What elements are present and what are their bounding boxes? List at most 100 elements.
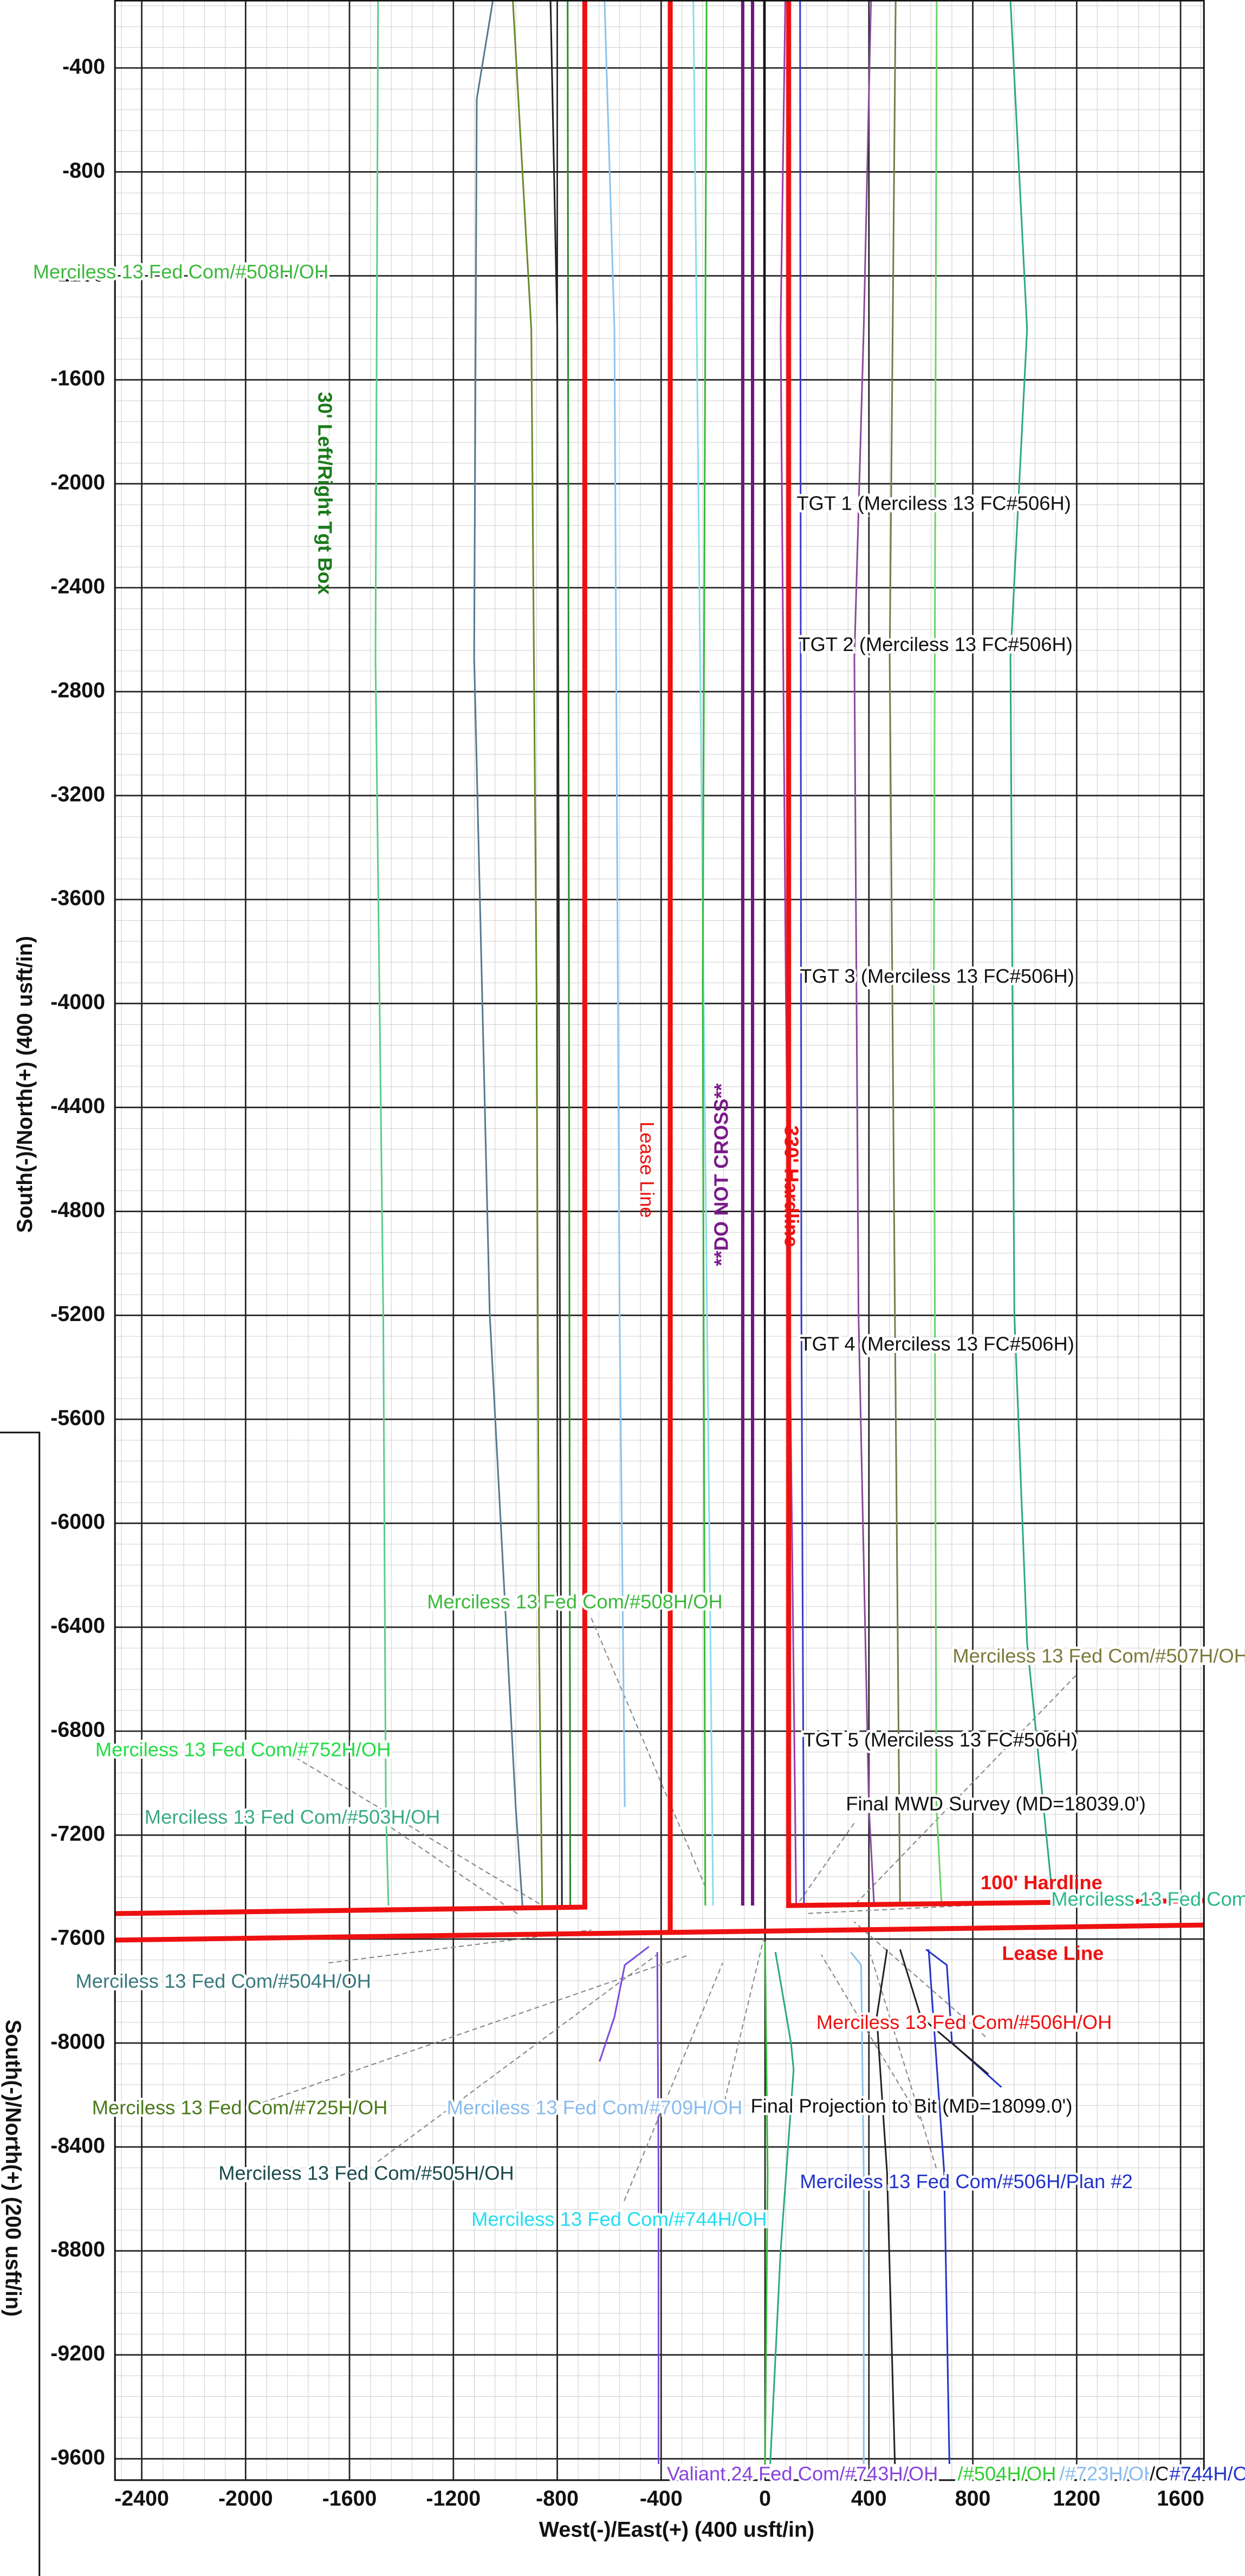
well-path — [876, 1949, 896, 2464]
legend-box — [0, 1432, 41, 2576]
plot-frame — [114, 0, 1205, 2481]
annotation: /#504H/OH — [957, 2463, 1056, 2485]
y-tick-label: -6800 — [50, 1718, 105, 1742]
annotation: Merciless 13 Fed Com/#508H/OH — [33, 261, 329, 283]
y-tick-label: -9600 — [50, 2445, 105, 2469]
annotation: TGT 4 (Merciless 13 FC#506H) — [800, 1333, 1074, 1355]
y-tick-label: -2000 — [50, 471, 105, 495]
y-tick-label: -9200 — [50, 2341, 105, 2365]
well-path — [115, 1, 587, 1916]
annotation: TGT 5 (Merciless 13 FC#506H) — [803, 1728, 1077, 1751]
leader-line — [722, 1938, 764, 2110]
annotation: **DO NOT CROSS** — [710, 1083, 732, 1266]
well-path — [764, 1941, 769, 2464]
x-tick-label: 0 — [759, 2487, 771, 2510]
well-path — [567, 1, 572, 1906]
y-tick-label: -7200 — [50, 1822, 105, 1846]
well-path — [604, 1, 626, 1807]
leader-line — [796, 1823, 855, 1906]
well-path — [374, 1, 390, 1906]
annotation: TGT 1 (Merciless 13 FC#506H) — [796, 492, 1071, 515]
annotation: TGT 2 (Merciless 13 FC#506H) — [798, 633, 1072, 655]
annotation: Merciless 13 Fed Com/#502H/OH — [1051, 1888, 1245, 1910]
x-tick-label: 800 — [955, 2487, 991, 2510]
y-tick-label: -400 — [62, 55, 105, 79]
y-tick-label: -8000 — [50, 2029, 105, 2053]
y-tick-label: -5600 — [50, 1406, 105, 1430]
y-tick-label: -6000 — [50, 1510, 105, 1534]
y-axis-label: South(-)/North(+) (400 usft/in) — [13, 936, 37, 1233]
y-tick-label: -1200 — [50, 263, 105, 287]
well-path — [853, 1, 875, 1906]
leader-line — [262, 1954, 690, 2103]
y-tick-label: -7600 — [50, 1926, 105, 1949]
y-tick-label: -1600 — [50, 367, 105, 391]
y-tick-label: -5200 — [50, 1302, 105, 1326]
leader-line — [377, 1954, 658, 2162]
y-tick-label: -3600 — [50, 886, 105, 910]
x-tick-label: 1200 — [1053, 2487, 1100, 2510]
y-axis-label-2: South(-)/North(+) (200 usft/in) — [1, 2020, 25, 2317]
annotation: Merciless 13 Fed Com/#506H/OH — [816, 2011, 1112, 2033]
y-tick-label: -800 — [62, 159, 105, 183]
annotation: Lease Line — [1002, 1942, 1104, 1964]
x-tick-label: -400 — [640, 2487, 683, 2510]
x-tick-label: -1600 — [322, 2487, 377, 2510]
leader-line — [377, 1818, 518, 1914]
well-path — [692, 1, 714, 1906]
grid — [115, 1, 1204, 2480]
well-path — [512, 1, 543, 1906]
well-path — [799, 1, 805, 1906]
y-tick-label: -2400 — [50, 574, 105, 598]
well-paths — [115, 1, 1204, 2464]
annotation: 330' Hardline — [781, 1126, 803, 1247]
leader-line — [820, 1954, 920, 2119]
well-path — [473, 1, 523, 1906]
y-tick-label: -2800 — [50, 678, 105, 702]
leader-line — [805, 1904, 969, 1915]
leader-line — [853, 1921, 986, 2038]
annotation: /OH — [1150, 2463, 1185, 2485]
annotation: /#723H/OH — [1059, 2463, 1158, 2485]
well-path — [1009, 1, 1053, 1890]
x-tick-label: -2400 — [114, 2487, 169, 2510]
well-path — [933, 1, 943, 1906]
leader-line — [853, 1675, 1077, 1906]
x-tick-label: 1600 — [1157, 2487, 1204, 2510]
y-tick-label: -4400 — [50, 1094, 105, 1118]
leader-line — [328, 1929, 592, 1964]
y-tick-label: -6400 — [50, 1614, 105, 1638]
well-path — [115, 1922, 1204, 1943]
leader-line — [870, 1954, 937, 2169]
annotation: Merciless 13 Fed Com/#725H/OH — [92, 2096, 388, 2118]
x-tick-label: -800 — [536, 2487, 579, 2510]
y-tick-label: -4000 — [50, 990, 105, 1014]
leader-lines — [262, 1617, 1077, 2202]
well-path — [702, 1, 708, 1906]
x-tick-label: 400 — [851, 2487, 887, 2510]
y-tick-label: -8800 — [50, 2237, 105, 2261]
well-path — [769, 1951, 795, 2464]
well-path — [889, 1, 901, 1906]
well-path — [928, 1949, 950, 2464]
annotation: Final Projection to Bit (MD=18099.0') — [750, 2094, 1072, 2117]
annotation: Merciless 13 Fed Com/#744H/OH — [471, 2208, 767, 2230]
annotation: Merciless 13 Fed Com/#504H/OH — [75, 1970, 371, 1992]
annotation: Lease Line — [636, 1122, 658, 1218]
x-tick-label: -1200 — [426, 2487, 481, 2510]
annotation: #744H/OH — [1170, 2463, 1245, 2485]
annotation: Merciless 13 Fed Com/#506H/Plan #2 — [800, 2170, 1132, 2193]
annotation: Merciless 13 Fed Com/#752H/OH — [95, 1739, 391, 1761]
well-path — [656, 1952, 660, 2464]
annotation: Merciless 13 Fed Com/#508H/OH — [427, 1591, 723, 1613]
annotation: 100' Hardline — [981, 1871, 1103, 1894]
well-path — [786, 1, 1204, 1908]
x-tick-label: -2000 — [218, 2487, 273, 2510]
annotation: Merciless 13 Fed Com/#709H/OH — [447, 2096, 743, 2118]
annotation: Valiant 24 Fed Com/#743H/OH — [667, 2463, 938, 2485]
annotation: Final MWD Survey (MD=18039.0') — [846, 1793, 1146, 1815]
annotation: Merciless 13 Fed Com/#503H/OH — [145, 1806, 440, 1828]
x-axis-label: West(-)/East(+) (400 usft/in) — [539, 2518, 814, 2541]
